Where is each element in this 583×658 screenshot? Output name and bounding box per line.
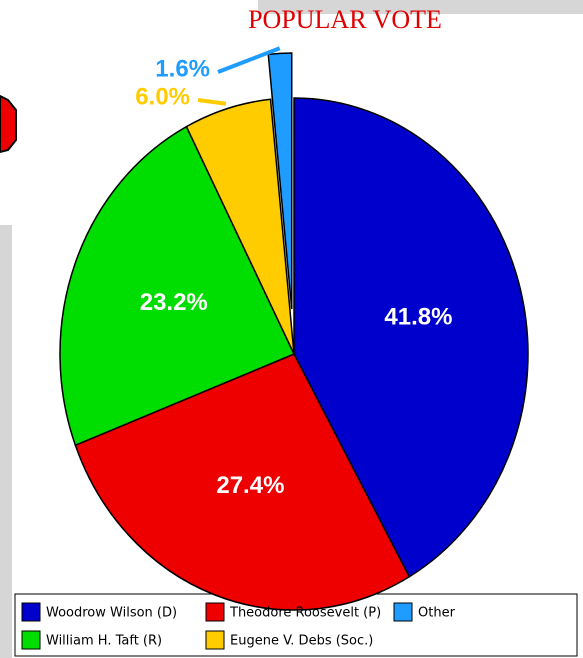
legend-label: Other bbox=[418, 606, 456, 621]
data-label: 6.0% bbox=[135, 83, 190, 110]
legend-label: Eugene V. Debs (Soc.) bbox=[230, 634, 373, 649]
pie-slice bbox=[293, 97, 529, 578]
legend-swatch bbox=[21, 630, 41, 650]
legend-swatch bbox=[205, 630, 225, 650]
leader-line bbox=[197, 98, 227, 106]
background-panel bbox=[0, 225, 12, 658]
legend-label: Woodrow Wilson (D) bbox=[46, 606, 177, 621]
legend-label: Theodore Roosevelt (P) bbox=[229, 606, 381, 621]
data-label: 41.8% bbox=[384, 303, 452, 330]
data-label: 23.2% bbox=[140, 289, 208, 316]
legend bbox=[14, 593, 578, 657]
legend-swatch bbox=[205, 602, 225, 622]
data-label: 1.6% bbox=[155, 55, 210, 82]
pie-slice bbox=[185, 98, 295, 355]
legend-swatch bbox=[393, 602, 413, 622]
legend-label: William H. Taft (R) bbox=[46, 634, 162, 649]
pie-slice bbox=[59, 125, 296, 447]
data-label: 27.4% bbox=[216, 472, 284, 499]
background-panel bbox=[258, 0, 583, 14]
legend-swatch bbox=[21, 602, 41, 622]
leader-line bbox=[217, 46, 281, 74]
decoration bbox=[0, 94, 17, 154]
pie-slice bbox=[74, 353, 411, 611]
chart-title: POPULAR VOTE bbox=[248, 5, 442, 34]
